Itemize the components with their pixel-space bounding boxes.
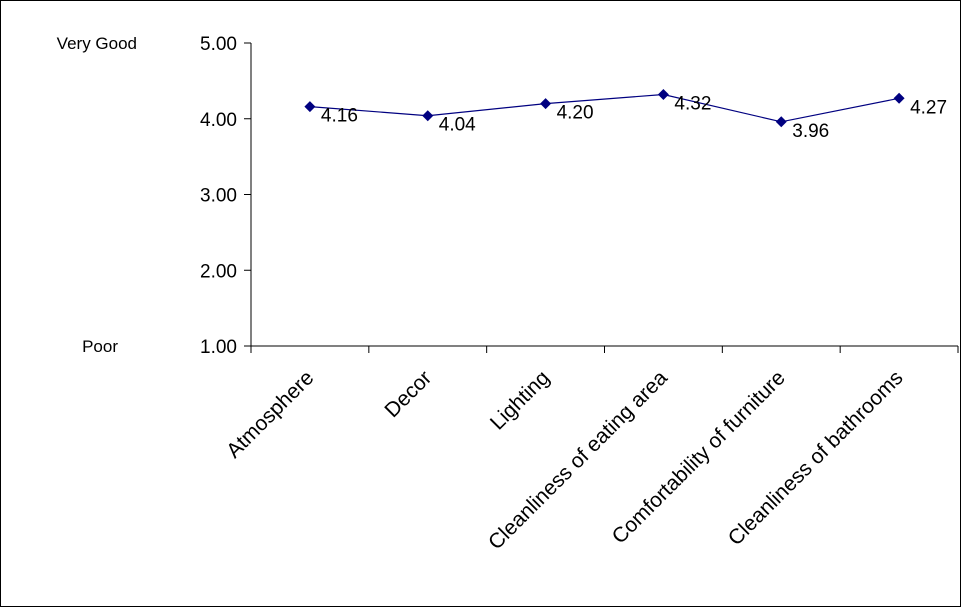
data-label: 4.27	[910, 97, 947, 118]
x-category-label: Lighting	[486, 366, 554, 434]
y-tick-label: 5.00	[200, 34, 237, 55]
x-category-label: Atmosphere	[222, 366, 318, 462]
scale-label-bottom: Poor	[82, 337, 118, 356]
scale-label-top: Very Good	[57, 34, 137, 53]
data-label: 4.20	[557, 103, 594, 124]
data-label: 3.96	[792, 121, 829, 142]
y-tick-label: 3.00	[200, 186, 237, 207]
data-label: 4.04	[439, 115, 476, 136]
y-tick-label: 4.00	[200, 110, 237, 131]
series-line	[309, 93, 900, 123]
data-point-marker	[304, 101, 316, 113]
data-label: 4.32	[674, 94, 711, 115]
data-point-marker	[540, 98, 552, 110]
data-point-marker	[775, 116, 787, 128]
x-category-label: Decor	[380, 366, 436, 422]
data-point-marker	[657, 89, 669, 101]
data-label: 4.16	[321, 106, 358, 127]
data-point-marker	[422, 110, 434, 122]
y-tick-label: 2.00	[200, 261, 237, 282]
y-tick-label: 1.00	[200, 337, 237, 358]
data-point-marker	[893, 92, 905, 104]
